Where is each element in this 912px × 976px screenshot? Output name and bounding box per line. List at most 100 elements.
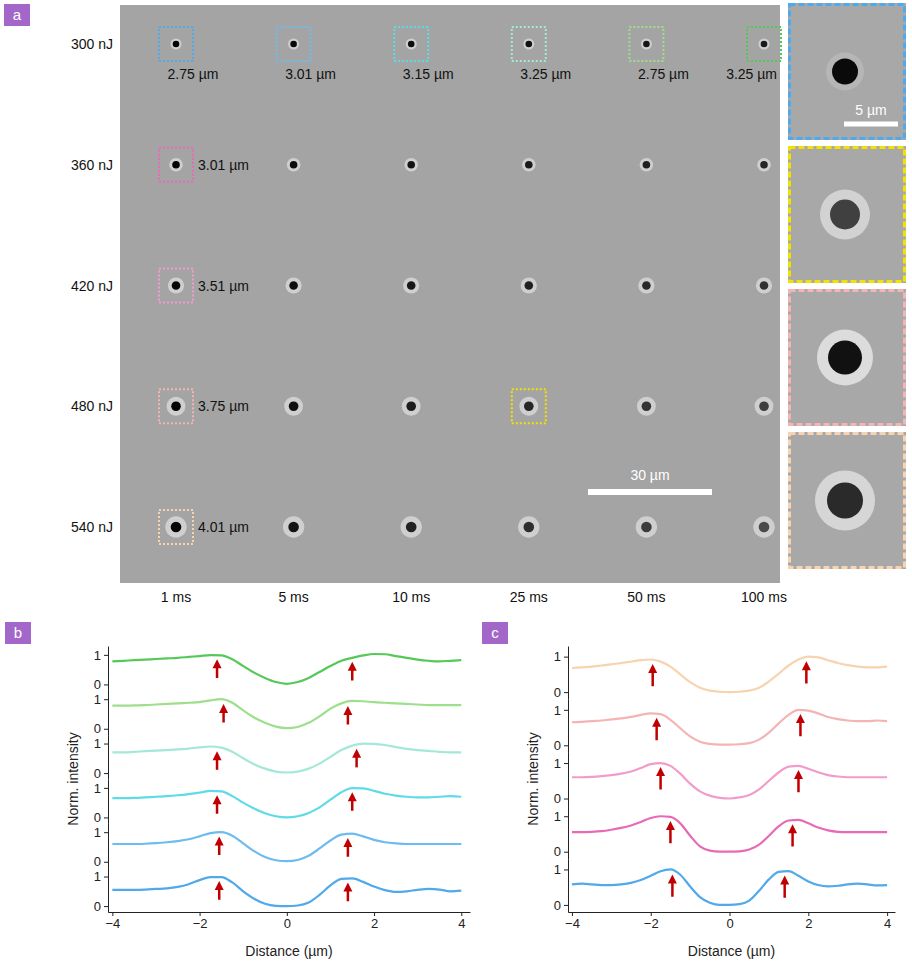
y-axis: 01 <box>554 859 569 912</box>
tick-mark <box>564 710 568 711</box>
highlight-box <box>159 389 193 423</box>
peak-arrow-shaft <box>783 882 786 897</box>
highlight-box <box>159 510 193 544</box>
diameter-label: 2.75 µm <box>168 66 219 82</box>
highlight-box <box>512 27 546 61</box>
spot-halo <box>521 277 537 293</box>
spot-core <box>408 41 415 48</box>
spot-halo <box>518 516 539 537</box>
axis-line <box>568 647 569 700</box>
spot-halo <box>641 39 652 50</box>
spot-halo <box>522 158 536 172</box>
tick: −4 <box>565 912 580 931</box>
inset-core <box>830 200 860 230</box>
axis-line <box>568 806 569 859</box>
plot-area <box>112 699 461 728</box>
plot-area <box>572 657 887 692</box>
tick-label: 0 <box>94 899 101 914</box>
inset-background <box>788 432 906 569</box>
column-label: 10 ms <box>392 589 430 605</box>
tick: 2 <box>805 912 812 931</box>
axis-line <box>108 691 109 735</box>
y-axis: 01 <box>554 806 569 859</box>
image-background <box>120 5 780 583</box>
spot-core <box>407 281 416 290</box>
spot-halo <box>286 277 302 293</box>
tick: 1 <box>94 648 108 663</box>
inset-halo <box>817 330 873 386</box>
panel-letter-box <box>482 622 508 644</box>
x-axis-title: Distance (µm) <box>688 943 775 959</box>
tick: 1 <box>94 692 108 707</box>
tick: 1 <box>94 825 108 840</box>
spot-core <box>290 41 297 48</box>
peak-arrow-head <box>348 662 357 671</box>
spot-core <box>290 161 298 169</box>
inset-border <box>790 5 905 139</box>
tick-label: 1 <box>94 648 101 663</box>
spot-halo <box>288 39 299 50</box>
inset-halo <box>820 190 870 240</box>
tick: −4 <box>105 912 120 931</box>
spot-halo <box>755 397 774 416</box>
spot-halo <box>403 277 419 293</box>
diameter-label: 2.75 µm <box>638 66 689 82</box>
spot-core <box>171 401 181 411</box>
spot-core <box>641 522 652 533</box>
row-label: 360 nJ <box>71 157 113 173</box>
tick-label: 1 <box>554 703 561 718</box>
tick-mark <box>104 729 108 730</box>
tick-mark <box>104 773 108 774</box>
tick-mark <box>104 832 108 833</box>
peak-arrow-head <box>794 770 803 779</box>
tick-label: 2 <box>371 916 378 931</box>
spot-core <box>289 401 299 411</box>
inset-scale-bar <box>844 122 898 127</box>
spot-core <box>173 41 180 48</box>
peak-arrow-head <box>352 749 361 758</box>
panel-letter: c <box>491 624 499 641</box>
column-label: 5 ms <box>278 589 308 605</box>
tick-label: 1 <box>554 649 561 664</box>
column-label: 25 ms <box>510 589 548 605</box>
inset-background <box>788 146 906 283</box>
peak-arrow-head <box>652 718 661 727</box>
axis-line <box>568 859 569 912</box>
tick-label: 0 <box>554 685 561 700</box>
spot-halo <box>404 158 418 172</box>
column-label: 1 ms <box>161 589 191 605</box>
spot-core <box>172 161 180 169</box>
peak-arrow-shaft <box>805 668 808 683</box>
tick: 1 <box>94 869 108 884</box>
tick: 0 <box>554 898 568 913</box>
spot-core <box>759 522 770 533</box>
peak-arrow-head <box>219 704 228 713</box>
peak-arrow-head <box>213 751 222 760</box>
tick-mark <box>104 817 108 818</box>
tick-label: −2 <box>644 916 659 931</box>
spot-halo <box>753 516 774 537</box>
tick: 0 <box>94 721 108 736</box>
y-axis: 01 <box>554 753 569 806</box>
tick-mark <box>564 816 568 817</box>
profile-line <box>572 710 887 745</box>
x-axis: −4−2024 <box>105 912 470 931</box>
y-axis: 01 <box>94 780 109 826</box>
spot-core <box>642 281 651 290</box>
axis-line <box>108 647 109 691</box>
tick-label: 0 <box>554 738 561 753</box>
tick-label: 2 <box>805 916 812 931</box>
profile-line <box>112 699 461 728</box>
tick-mark <box>564 852 568 853</box>
spot-core <box>525 161 533 169</box>
tick-label: −4 <box>105 916 120 931</box>
tick-mark <box>104 699 108 700</box>
axis-line <box>108 824 109 868</box>
spot-halo <box>757 158 771 172</box>
plot-area <box>112 832 461 861</box>
tick: 0 <box>94 810 108 825</box>
y-axis-title: Norm. intensity <box>65 732 81 825</box>
tick: 0 <box>94 677 108 692</box>
tick-mark <box>564 763 568 764</box>
peak-arrow-head <box>215 836 224 845</box>
